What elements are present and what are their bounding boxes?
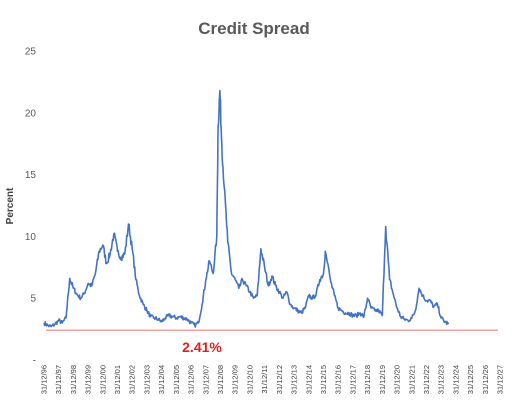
x-tick-label: 31/12/26	[481, 365, 490, 394]
y-tick-label: 20	[25, 108, 37, 119]
x-tick-label: 31/12/16	[334, 365, 343, 394]
x-tick-label: 31/12/04	[157, 365, 166, 394]
x-tick-label: 31/12/15	[319, 365, 328, 394]
x-tick-label: 31/12/02	[128, 365, 137, 394]
x-tick-label: 31/12/10	[245, 365, 254, 394]
y-tick-label: 15	[25, 170, 37, 181]
x-tick-label: 31/12/23	[437, 365, 446, 394]
x-tick-label: 31/12/25	[466, 365, 475, 394]
x-tick-label: 31/12/21	[407, 365, 416, 394]
y-tick-label: 5	[30, 294, 36, 305]
series-line	[43, 89, 450, 328]
x-axis-ticks: 31/12/96 31/12/97 31/12/98 31/12/99 31/12/00…	[40, 365, 505, 394]
x-tick-label: 31/12/01	[113, 365, 122, 394]
annotation-label: 2.41%	[182, 339, 222, 355]
x-tick-label: 31/12/11	[260, 365, 269, 394]
x-tick-label: 31/12/27	[496, 365, 505, 394]
x-tick-label: 31/12/98	[69, 365, 78, 394]
x-tick-label: 31/12/96	[40, 365, 49, 394]
x-tick-label: 31/12/03	[142, 365, 151, 394]
x-tick-label: 31/12/08	[216, 365, 225, 394]
x-tick-label: 31/12/18	[363, 365, 372, 394]
x-tick-label: 31/12/05	[172, 365, 181, 394]
x-tick-label: 31/12/06	[187, 365, 196, 394]
x-tick-label: 31/12/09	[231, 365, 240, 394]
y-axis-ticks: - 5 10 15 20 25	[25, 47, 37, 367]
y-tick-label: 10	[25, 232, 37, 243]
y-tick-label: 25	[25, 47, 37, 58]
x-tick-label: 31/12/20	[393, 365, 402, 394]
x-tick-label: 31/12/97	[54, 365, 63, 394]
chart-title: Credit Spread	[198, 19, 309, 38]
x-tick-label: 31/12/19	[378, 365, 387, 394]
x-tick-label: 31/12/24	[451, 365, 460, 394]
y-tick-label: -	[33, 356, 36, 367]
x-tick-label: 31/12/22	[422, 365, 431, 394]
x-tick-label: 31/12/13	[290, 365, 299, 394]
x-tick-label: 31/12/99	[84, 365, 93, 394]
x-tick-label: 31/12/00	[98, 365, 107, 394]
x-tick-label: 31/12/17	[348, 365, 357, 394]
x-tick-label: 31/12/07	[201, 365, 210, 394]
x-tick-label: 31/12/12	[275, 365, 284, 394]
y-axis-label: Percent	[5, 187, 16, 224]
x-tick-label: 31/12/14	[304, 365, 313, 394]
